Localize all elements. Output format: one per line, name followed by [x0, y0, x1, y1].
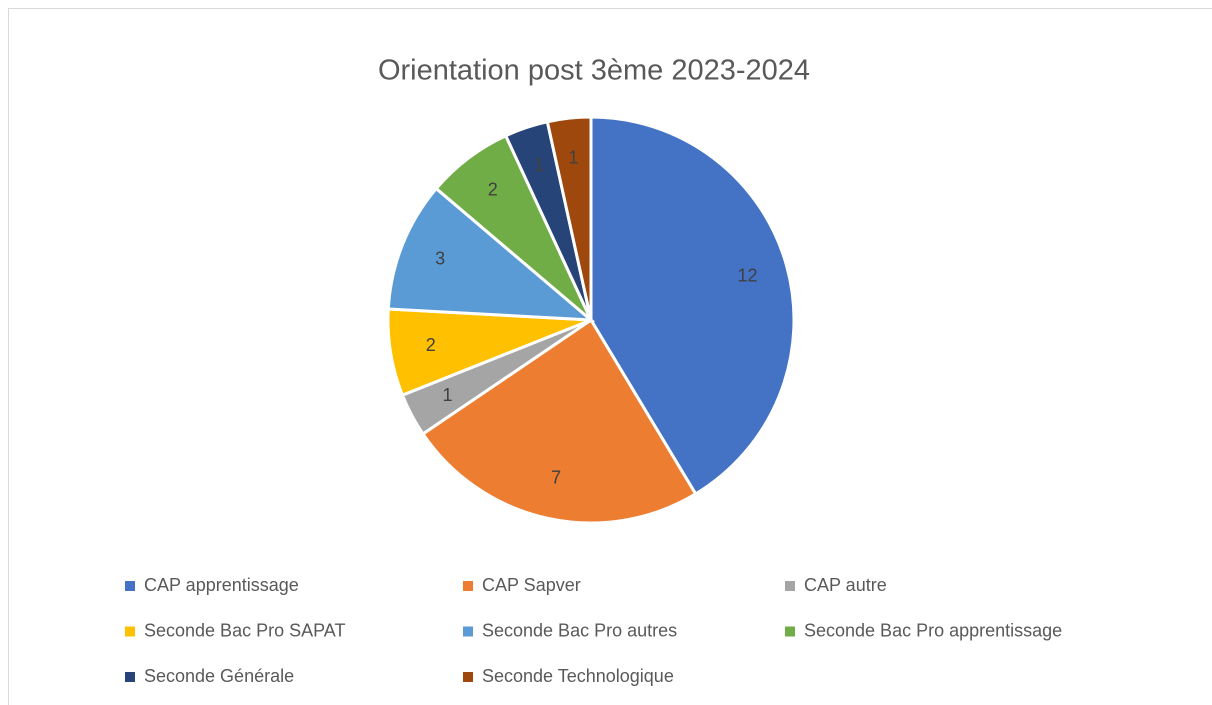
- pie-slice: [386, 186, 596, 322]
- legend-marker: [463, 672, 473, 682]
- legend-marker: [125, 626, 135, 637]
- legend-label: CAP apprentissage: [144, 575, 299, 595]
- data-label: 1: [534, 155, 544, 175]
- legend-label: CAP autre: [804, 575, 887, 595]
- pie-slice: [420, 317, 698, 525]
- chart-title: Orientation post 3ème 2023-2024: [378, 55, 810, 87]
- legend-label: Seconde Bac Pro apprentissage: [804, 620, 1062, 640]
- legend-label: Seconde Bac Pro autres: [482, 620, 677, 640]
- legend-marker: [463, 581, 473, 591]
- legend-label: CAP Sapver: [482, 575, 581, 595]
- data-label: 1: [443, 385, 453, 405]
- data-label: 12: [737, 265, 757, 285]
- legend-label: Seconde Technologique: [482, 666, 674, 686]
- data-label: 1: [568, 147, 578, 167]
- legend-marker: [125, 672, 135, 682]
- legend-label: Seconde Bac Pro SAPAT: [144, 620, 345, 640]
- legend-label: Seconde Générale: [144, 666, 294, 686]
- data-label: 2: [488, 179, 498, 199]
- data-label: 3: [435, 249, 445, 269]
- legend-marker: [785, 581, 795, 591]
- data-label: 2: [426, 335, 436, 355]
- legend-marker: [125, 581, 135, 591]
- legend-marker: [463, 626, 473, 637]
- pie-slice: [589, 115, 796, 497]
- data-label: 7: [551, 467, 561, 487]
- legend-marker: [785, 626, 795, 637]
- pie-slice: [545, 115, 593, 321]
